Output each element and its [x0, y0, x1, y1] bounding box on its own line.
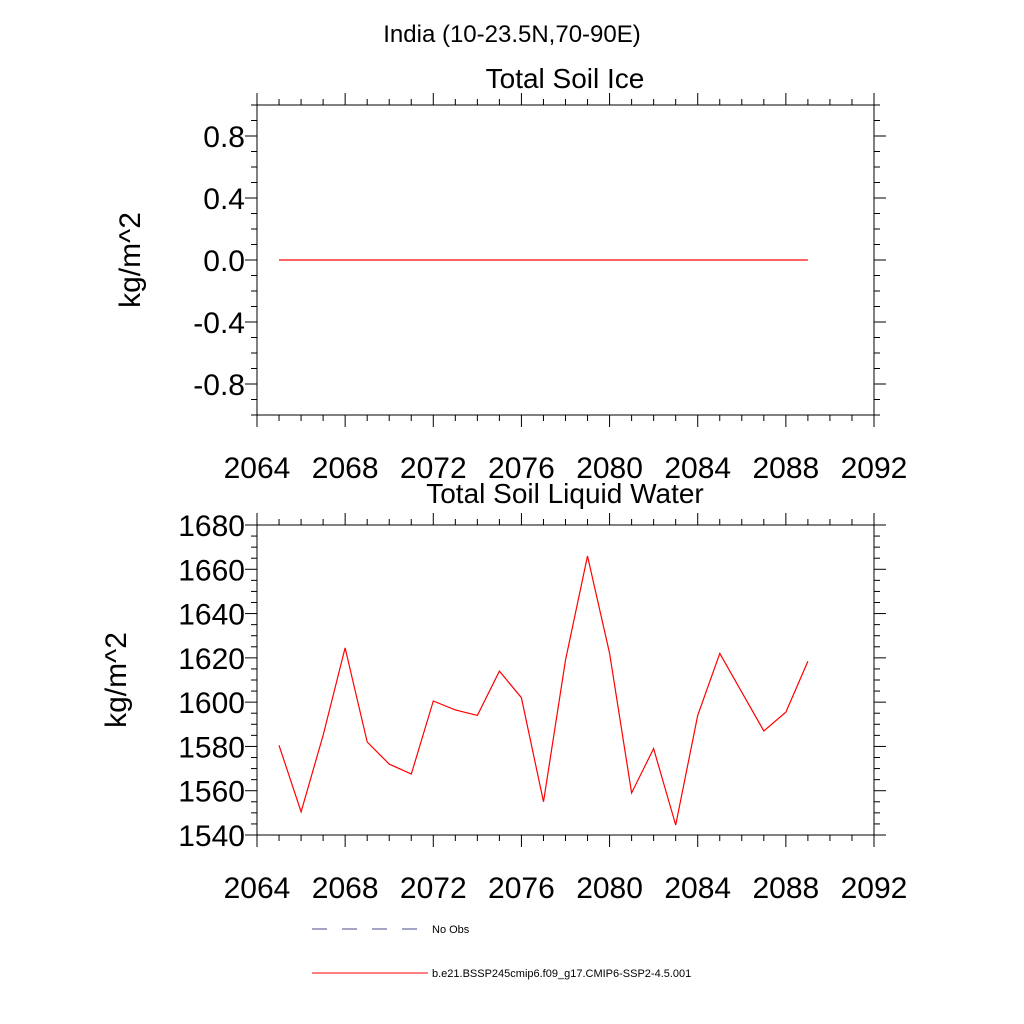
x-tick-label: 2072	[400, 872, 467, 905]
series-line	[278, 555, 809, 826]
x-tick-label: 2064	[224, 452, 291, 485]
x-tick-label: 2080	[576, 452, 643, 485]
x-tick-label: 2084	[664, 452, 731, 485]
panel-title: Total Soil Liquid Water	[426, 478, 704, 509]
y-tick-label: 1580	[178, 731, 245, 764]
series	[278, 555, 809, 826]
y-tick-label: 1640	[178, 599, 245, 632]
y-tick-label: 1560	[178, 776, 245, 809]
y-axis-label: kg/m^2	[100, 632, 133, 728]
y-tick-label: 1660	[178, 554, 245, 587]
x-tick-label: 2068	[312, 452, 379, 485]
y-tick-label: 1600	[178, 687, 245, 720]
y-tick-label: -0.8	[193, 369, 245, 402]
x-tick-label: 2064	[224, 872, 291, 905]
y-tick-label: 1540	[178, 820, 245, 853]
x-tick-label: 2068	[312, 872, 379, 905]
y-tick-label: 1620	[178, 643, 245, 676]
x-tick-label: 2076	[488, 872, 555, 905]
y-tick-label: 0.8	[203, 121, 245, 154]
x-tick-label: 2088	[752, 452, 819, 485]
x-tick-label: 2076	[488, 452, 555, 485]
figure-suptitle: India (10-23.5N,70-90E)	[383, 21, 640, 48]
x-tick-label: 2088	[752, 872, 819, 905]
legend: No Obs b.e21.BSSP245cmip6.f09_g17.CMIP6-…	[312, 924, 691, 980]
ticks	[245, 93, 886, 427]
panel-total-soil-ice: Total Soil Ice kg/m^2 2064 2068 2072 2076 20…	[114, 63, 907, 485]
legend-label-no-obs: No Obs	[432, 924, 470, 936]
ticks	[245, 513, 886, 847]
x-tick-label: 2084	[664, 872, 731, 905]
y-tick-label: 0.0	[203, 245, 245, 278]
panel-title: Total Soil Ice	[486, 63, 645, 94]
plot-frame	[256, 524, 875, 836]
x-tick-label: 2080	[576, 872, 643, 905]
y-tick-label: 0.4	[203, 183, 245, 216]
x-tick-label: 2092	[841, 872, 908, 905]
y-tick-label: 1680	[178, 510, 245, 543]
tick-labels: 2064 2068 2072 2076 2080 2084 2088 2092 -0.8 -0.4…	[193, 121, 907, 485]
x-tick-label: 2092	[841, 452, 908, 485]
y-axis-label: kg/m^2	[114, 212, 147, 308]
x-tick-label: 2072	[400, 452, 467, 485]
tick-labels: 2064 2068 2072 2076 2080 2084 2088 2092 1540 1560…	[178, 510, 907, 905]
legend-label-model-run: b.e21.BSSP245cmip6.f09_g17.CMIP6-SSP2-4.…	[432, 968, 691, 980]
y-tick-label: -0.4	[193, 307, 245, 340]
panel-total-soil-liquid-water: Total Soil Liquid Water kg/m^2 2064 2068 2…	[100, 478, 907, 905]
